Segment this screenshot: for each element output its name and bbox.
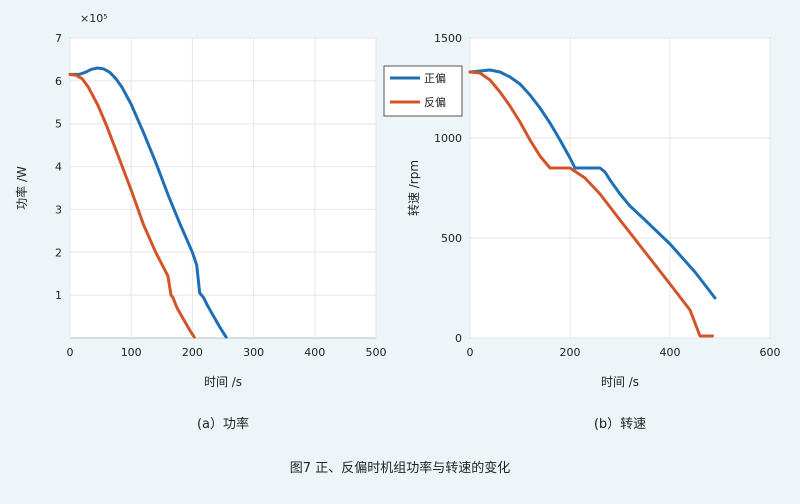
legend-label-reverse: 反偏 [424,95,446,109]
speed-xlabel: 时间 /s [601,375,639,389]
power-ytick-label: 6 [55,75,62,88]
speed-ylabel: 转速 /rpm [406,160,421,216]
power-plot-area [69,37,377,339]
power-xtick-label: 200 [182,346,203,359]
power-ytick-label: 1 [55,289,62,302]
power-xtick-label: 0 [67,346,74,359]
power-ytick-label: 3 [55,203,62,216]
speed-xtick-label: 400 [660,346,681,359]
speed-series-forward [468,68,717,300]
speed-ytick-label: 500 [441,232,462,245]
speed-xtick-label: 600 [760,346,781,359]
power-xtick-label: 300 [243,346,264,359]
speed-ytick-label: 1000 [434,132,462,145]
figure-caption: 图7 正、反偏时机组功率与转速的变化 [290,460,510,476]
speed-caption: (b）转速 [594,417,646,432]
power-xtick-label: 500 [366,346,387,359]
power-xtick-label: 400 [304,346,325,359]
power-ytick-label: 2 [55,246,62,259]
power-series [68,66,228,339]
power-ylabel: 功率 /W [14,166,29,210]
power-ytick-label: 7 [55,32,62,45]
legend-label-forward: 正偏 [424,71,446,85]
speed-grid [469,37,771,339]
speed-ticks: 0 200 400 600 0 500 1000 1500 [434,32,781,359]
power-xlabel: 时间 /s [204,375,242,389]
power-chart: 0 100 200 300 400 500 1 2 3 4 5 6 7 ×10⁵ 时间 /s 功率 /W… [14,12,387,432]
power-multiplier: ×10⁵ [80,12,108,25]
speed-series-reverse [468,70,714,338]
power-caption: (a）功率 [197,416,249,432]
power-grid [69,37,377,338]
speed-plot-area [469,37,771,339]
speed-ytick-label: 0 [455,332,462,345]
legend: 正偏 反偏 [383,65,463,117]
power-series-reverse [68,72,196,339]
power-xtick-label: 100 [121,346,142,359]
power-ytick-label: 5 [55,118,62,131]
power-ticks: 0 100 200 300 400 500 1 2 3 4 5 6 7 [55,32,387,359]
speed-chart: 0 200 400 600 0 500 1000 1500 时间 /s 转速 /rpm (b）… [406,32,781,432]
speed-xtick-label: 200 [560,346,581,359]
speed-ytick-label: 1500 [434,32,462,45]
power-ytick-label: 4 [55,161,62,174]
speed-xtick-label: 0 [467,346,474,359]
legend-box [383,65,463,117]
speed-series [468,68,717,338]
power-series-forward [68,66,228,339]
